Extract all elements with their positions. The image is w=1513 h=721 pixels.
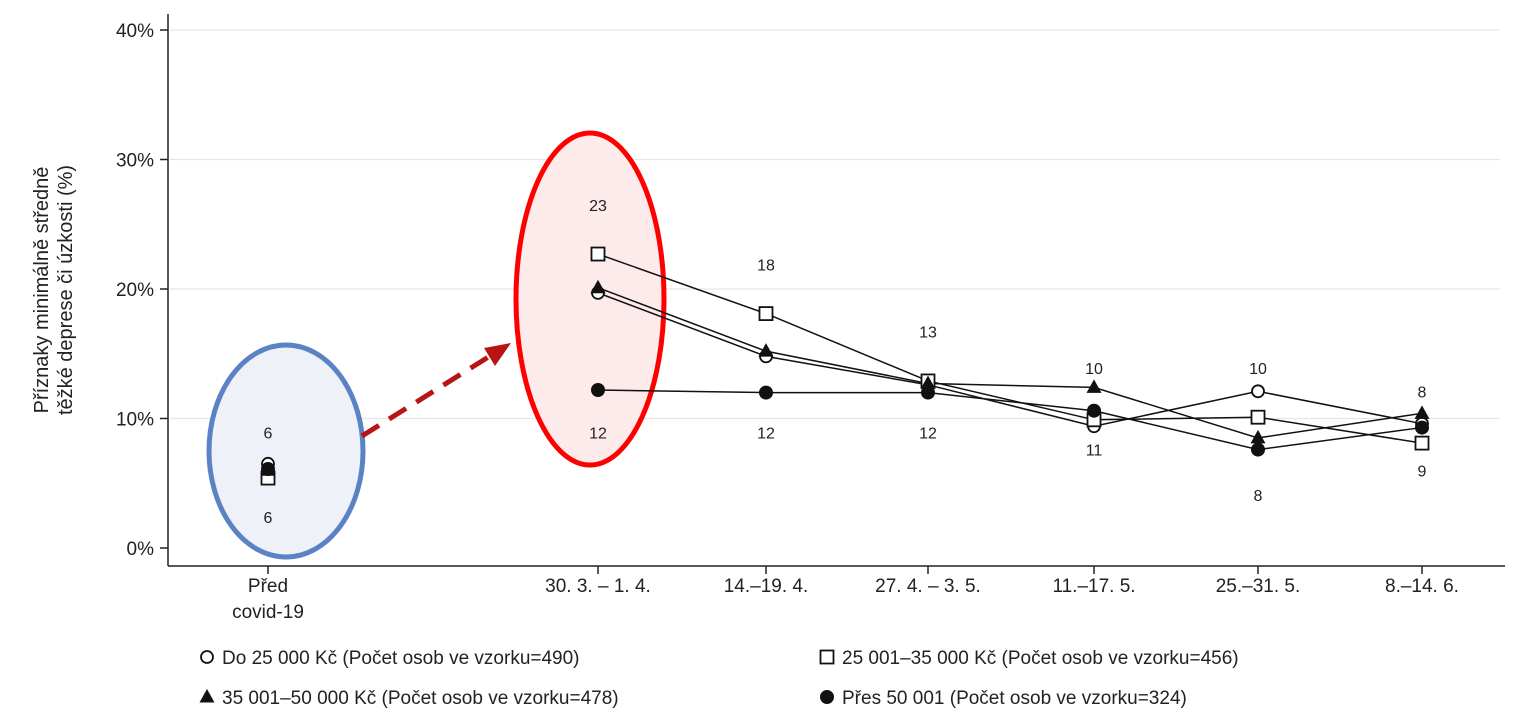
x-tick-label: 30. 3. – 1. 4. [545, 576, 651, 597]
data-label: 6 [264, 510, 273, 527]
y-tick-label: 10% [116, 410, 154, 431]
data-label: 23 [589, 198, 607, 215]
data-labels: 6 6 23 12 18 12 13 12 10 11 10 8 8 9 [264, 198, 1427, 527]
highlight-ellipse-first [513, 130, 667, 468]
data-point [1250, 429, 1266, 444]
legend-label: Přes 50 001 (Počet osob ve vzorku=324) [842, 688, 1187, 709]
x-tick-label: 27. 4. – 3. 5. [875, 576, 981, 597]
data-point [591, 383, 605, 398]
data-label: 12 [757, 426, 775, 443]
data-point [590, 246, 606, 262]
x-tick-label: covid-19 [232, 602, 304, 623]
data-label: 10 [1085, 361, 1103, 378]
y-tick-label: 40% [116, 21, 154, 42]
data-point [758, 343, 774, 357]
data-label: 12 [589, 426, 607, 443]
data-label: 11 [1086, 443, 1103, 460]
x-tick-label: 11.–17. 5. [1052, 576, 1135, 597]
series-layer [260, 246, 1430, 486]
data-label: 13 [919, 325, 937, 342]
arrow-line [360, 353, 492, 439]
data-label: 9 [1418, 463, 1427, 480]
x-tick-label: 25.–31. 5. [1216, 576, 1301, 597]
data-point [1414, 405, 1430, 419]
data-point [1415, 420, 1429, 435]
x-tick-label: 8.–14. 6. [1385, 576, 1459, 597]
x-tick-label: Před [248, 576, 288, 597]
legend-label: 25 001–35 000 Kč (Počet osob ve vzorku=4… [842, 648, 1239, 669]
grid-lines [170, 29, 1500, 420]
data-point [759, 385, 773, 400]
legend-label: Do 25 000 Kč (Počet osob ve vzorku=490) [222, 648, 580, 669]
data-label: 8 [1418, 384, 1427, 401]
data-point [261, 462, 275, 477]
series-line [597, 253, 1423, 444]
highlight-annotations [206, 130, 667, 560]
data-point [1087, 403, 1101, 418]
data-label: 12 [919, 426, 937, 443]
data-label: 18 [757, 257, 775, 274]
data-point [1251, 442, 1265, 457]
y-tick-label: 0% [127, 539, 155, 560]
series-line [597, 389, 1423, 451]
legend-marker [820, 690, 834, 704]
data-label: 10 [1249, 361, 1267, 378]
legend-marker [819, 649, 835, 665]
legend-marker [199, 689, 215, 703]
data-point [921, 385, 935, 400]
data-point [758, 306, 774, 322]
data-point [1250, 409, 1266, 425]
legend: Do 25 000 Kč (Počet osob ve vzorku=490) 2… [199, 648, 1239, 709]
data-point [1086, 379, 1102, 393]
y-tick-label: 20% [116, 280, 154, 301]
data-point [1251, 384, 1265, 399]
axes: 0% 10% 20% 30% 40% Před covid-19 30. 3. – 1. 4.… [31, 14, 1505, 623]
y-tick-label: 30% [116, 151, 154, 172]
legend-marker [200, 650, 214, 664]
data-point [590, 279, 606, 294]
x-tick-label: 14.–19. 4. [724, 576, 809, 597]
data-label: 8 [1254, 488, 1263, 505]
arrow-head [484, 343, 511, 366]
series-line [597, 292, 1423, 428]
data-point [1414, 435, 1430, 451]
y-axis-title: těžké deprese či úzkosti (%) [55, 165, 77, 415]
data-label: 6 [264, 426, 273, 443]
y-axis-title: Příznaky minimálně středně [31, 167, 53, 414]
highlight-ellipse-before [206, 342, 366, 560]
data-point [920, 375, 936, 390]
series-line [597, 287, 1423, 439]
legend-label: 35 001–50 000 Kč (Počet osob ve vzorku=4… [222, 688, 619, 709]
